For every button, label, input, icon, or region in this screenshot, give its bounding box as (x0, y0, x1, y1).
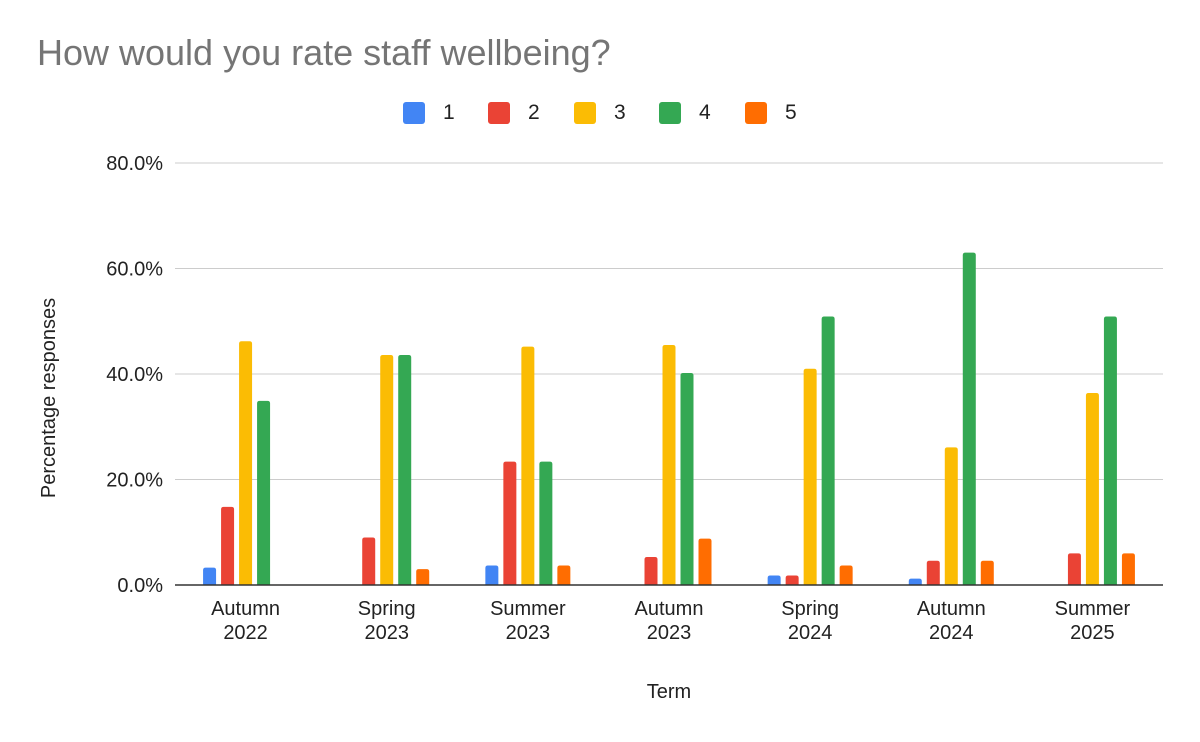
bar-2-summer-2023 (503, 461, 517, 585)
bar-5-summer-2025 (1121, 553, 1135, 585)
x-tick-label: Spring 2023 (358, 598, 416, 644)
bar-3-autumn-2024 (944, 447, 958, 585)
x-tick-label: Autumn 2024 (917, 598, 986, 644)
x-tick-label-line: Spring (358, 598, 416, 620)
legend-label-4: 4 (699, 101, 711, 124)
chart-title: How would you rate staff wellbeing? (37, 32, 611, 73)
x-tick-label: Autumn 2022 (211, 598, 280, 644)
x-tick-label-line: Autumn (917, 598, 986, 620)
bar-1-autumn-2022 (203, 567, 217, 585)
bar-5-summer-2023 (557, 565, 571, 585)
bar-2-autumn-2022 (221, 506, 235, 585)
bar-3-spring-2024 (803, 368, 817, 585)
y-tick-label: 40.0% (106, 364, 163, 386)
legend-label-1: 1 (443, 101, 455, 124)
bar-4-spring-2024 (821, 316, 835, 585)
bar-3-spring-2023 (380, 355, 394, 585)
y-tick-label: 0.0% (117, 575, 163, 597)
bar-2-autumn-2023 (644, 557, 658, 585)
y-tick-label: 60.0% (106, 259, 163, 281)
x-tick-label-line: 2024 (929, 622, 974, 644)
x-tick-label-line: Summer (490, 598, 566, 620)
legend-label-2: 2 (528, 101, 540, 124)
bar-3-autumn-2023 (662, 344, 676, 585)
y-axis-label: Percentage responses (38, 298, 60, 498)
x-tick-label-line: Spring (781, 598, 839, 620)
x-tick-label-line: 2023 (506, 622, 551, 644)
bar-1-spring-2024 (767, 575, 781, 585)
x-tick-label-line: 2025 (1070, 622, 1115, 644)
x-tick-label: Summer 2023 (490, 598, 566, 644)
bar-4-spring-2023 (398, 355, 412, 585)
bar-2-spring-2023 (362, 537, 376, 585)
legend-item-1[interactable]: 1 (403, 98, 455, 128)
legend-swatch-2 (488, 102, 510, 124)
bar-4-autumn-2022 (257, 400, 271, 585)
legend-label-5: 5 (785, 101, 797, 124)
y-axis-tick-labels: 0.0% 20.0% 40.0% 60.0% 80.0% (106, 153, 163, 597)
legend-swatch-4 (659, 102, 681, 124)
bar-2-autumn-2024 (926, 560, 940, 585)
x-tick-label: Autumn 2023 (635, 598, 704, 644)
y-tick-label: 20.0% (106, 470, 163, 492)
bar-5-autumn-2023 (698, 538, 712, 585)
x-axis-label: Term (647, 681, 691, 703)
x-tick-label-line: 2024 (788, 622, 833, 644)
bar-1-autumn-2024 (908, 578, 922, 585)
bar-4-summer-2025 (1103, 316, 1117, 585)
x-tick-label: Spring 2024 (781, 598, 839, 644)
x-tick-label-line: 2023 (364, 622, 409, 644)
bar-3-autumn-2022 (239, 341, 253, 585)
x-tick-label-line: 2023 (647, 622, 692, 644)
bar-2-summer-2025 (1067, 553, 1081, 585)
legend-item-5[interactable]: 5 (745, 98, 797, 128)
bar-4-summer-2023 (539, 461, 553, 585)
legend-item-4[interactable]: 4 (659, 98, 711, 128)
x-tick-label-line: Summer (1055, 598, 1131, 620)
x-tick-label-line: Autumn (211, 598, 280, 620)
legend-swatch-1 (403, 102, 425, 124)
bar-4-autumn-2024 (962, 252, 976, 586)
legend: 1 2 3 4 5 (0, 98, 1200, 128)
bars (203, 252, 1135, 586)
x-tick-label-line: 2022 (223, 622, 268, 644)
legend-swatch-5 (745, 102, 767, 124)
bar-5-spring-2024 (839, 565, 853, 585)
legend-item-3[interactable]: 3 (574, 98, 626, 128)
bar-2-spring-2024 (785, 575, 799, 585)
legend-swatch-3 (574, 102, 596, 124)
legend-label-3: 3 (614, 101, 626, 124)
x-tick-label-line: Autumn (635, 598, 704, 620)
bar-5-spring-2023 (416, 569, 430, 585)
bar-4-autumn-2023 (680, 372, 694, 585)
bar-3-summer-2025 (1085, 392, 1099, 585)
x-tick-label: Summer 2025 (1055, 598, 1131, 644)
bar-3-summer-2023 (521, 346, 535, 585)
bar-5-autumn-2024 (980, 560, 994, 585)
y-tick-label: 80.0% (106, 153, 163, 175)
bar-1-summer-2023 (485, 565, 499, 585)
legend-item-2[interactable]: 2 (488, 98, 540, 128)
